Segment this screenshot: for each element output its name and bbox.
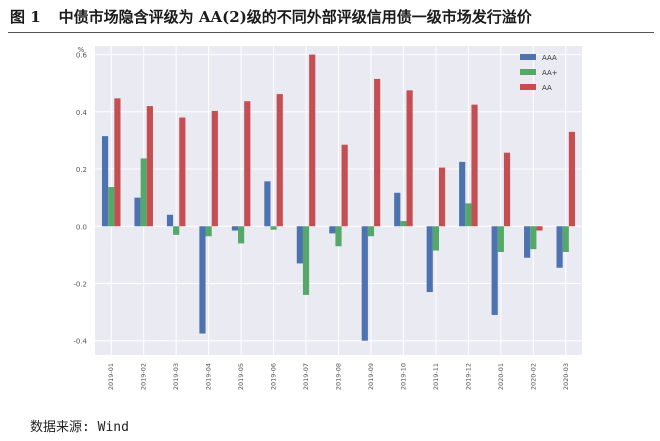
y-tick-label: -0.4 bbox=[73, 338, 87, 346]
y-tick-label: 0.4 bbox=[76, 109, 88, 117]
bar-aaa-2019-12 bbox=[459, 161, 466, 227]
bar-aaa-2019-11 bbox=[426, 226, 433, 293]
bar-aaa-2020-03 bbox=[556, 226, 563, 268]
bar-aaa-2019-01 bbox=[101, 136, 109, 227]
x-tick-label: 2019-10 bbox=[399, 363, 407, 390]
x-tick-label: 2020-02 bbox=[529, 363, 537, 390]
y-unit-label: % bbox=[78, 46, 85, 54]
bar-aaplus-2019-08 bbox=[335, 226, 342, 247]
x-tick-label: 2019-07 bbox=[302, 363, 310, 390]
x-tick-label: 2019-02 bbox=[140, 363, 148, 390]
legend-label-aaplus: AA+ bbox=[542, 69, 558, 77]
x-tick-label: 2019-08 bbox=[335, 363, 343, 390]
x-tick-label: 2020-03 bbox=[562, 363, 570, 390]
y-tick-label: 0.2 bbox=[76, 166, 87, 174]
legend-label-aa: AA bbox=[542, 84, 552, 92]
bar-aaplus-2019-03 bbox=[173, 226, 180, 235]
bar-aaa-2020-02 bbox=[524, 226, 531, 258]
figure-title: 图 1 中债市场隐含评级为 AA(2)级的不同外部评级信用债一级市场发行溢价 bbox=[10, 6, 655, 30]
bar-aaa-2019-07 bbox=[296, 226, 303, 264]
bar-aa-2020-03 bbox=[568, 131, 576, 227]
bar-aaa-2019-09 bbox=[361, 226, 368, 341]
bar-aaplus-2020-03 bbox=[562, 226, 569, 252]
x-tick-label: 2019-01 bbox=[107, 363, 115, 390]
x-tick-label: 2019-05 bbox=[237, 363, 245, 390]
y-tick-label: -0.2 bbox=[73, 280, 87, 288]
bar-aa-2019-03 bbox=[179, 117, 186, 227]
x-tick-label: 2019-03 bbox=[172, 363, 180, 390]
bar-aaa-2019-04 bbox=[199, 226, 206, 334]
bar-aa-2019-09 bbox=[374, 78, 381, 227]
y-tick-label: 0.6 bbox=[76, 52, 88, 60]
bar-aaa-2019-10 bbox=[394, 192, 401, 227]
bar-chart: -0.4 -0.2 0.0 0.2 0.4 0.6% 2019-01 2019-02 2019-… bbox=[73, 46, 582, 390]
bar-aaa-2019-03 bbox=[166, 214, 174, 227]
bar-aaa-2019-08 bbox=[329, 226, 336, 234]
figure-number: 图 1 bbox=[10, 8, 41, 26]
bar-aaplus-2019-06 bbox=[270, 226, 277, 230]
bar-aaplus-2019-11 bbox=[432, 226, 439, 251]
bar-aa-2019-12 bbox=[471, 104, 478, 227]
bar-aa-2019-04 bbox=[211, 110, 218, 227]
bar-aa-2019-06 bbox=[276, 94, 283, 227]
bar-aaplus-2019-12 bbox=[465, 203, 472, 227]
bar-aaplus-2019-10 bbox=[400, 221, 407, 227]
x-tick-label: 2019-12 bbox=[464, 363, 472, 390]
x-tick-label: 2019-09 bbox=[367, 363, 375, 390]
bar-aa-2019-02 bbox=[146, 106, 153, 227]
bar-aa-2019-07 bbox=[309, 54, 316, 227]
legend-swatch-aaa bbox=[520, 54, 536, 60]
bar-aaplus-2019-04 bbox=[205, 226, 212, 237]
bar-aaa-2019-06 bbox=[264, 181, 271, 227]
bar-aaplus-2020-02 bbox=[530, 226, 537, 250]
bar-aa-2019-10 bbox=[406, 90, 413, 227]
bar-aa-2019-08 bbox=[341, 144, 348, 227]
bar-aa-2019-11 bbox=[438, 167, 446, 227]
figure-title-text: 中债市场隐含评级为 AA(2)级的不同外部评级信用债一级市场发行溢价 bbox=[58, 8, 532, 26]
data-source: 数据来源: Wind bbox=[30, 420, 129, 435]
bar-aaplus-2019-09 bbox=[367, 226, 375, 237]
bar-aaplus-2019-02 bbox=[140, 158, 147, 227]
legend-label-aaa: AAA bbox=[542, 54, 557, 62]
legend-swatch-aaplus bbox=[520, 69, 536, 75]
bar-aaplus-2020-01 bbox=[497, 226, 504, 252]
bar-aaplus-2019-05 bbox=[238, 226, 245, 244]
bar-aa-2020-02 bbox=[536, 226, 543, 231]
bar-aaplus-2019-01 bbox=[108, 187, 115, 227]
x-tick-label: 2020-01 bbox=[497, 363, 505, 390]
x-tick-label: 2019-11 bbox=[432, 363, 440, 390]
bar-aa-2019-05 bbox=[244, 101, 251, 227]
legend-swatch-aa bbox=[520, 84, 536, 90]
x-tick-label: 2019-06 bbox=[270, 363, 278, 390]
y-tick-label: 0.0 bbox=[76, 223, 87, 231]
bar-aaa-2019-05 bbox=[231, 226, 239, 231]
bar-aaplus-2019-07 bbox=[302, 226, 310, 295]
bar-aaa-2020-01 bbox=[491, 226, 498, 315]
x-tick-label: 2019-04 bbox=[205, 363, 213, 390]
bar-aa-2019-01 bbox=[114, 98, 121, 227]
bar-aa-2020-01 bbox=[503, 152, 511, 227]
bar-aaa-2019-02 bbox=[134, 197, 141, 227]
title-divider bbox=[8, 32, 654, 33]
